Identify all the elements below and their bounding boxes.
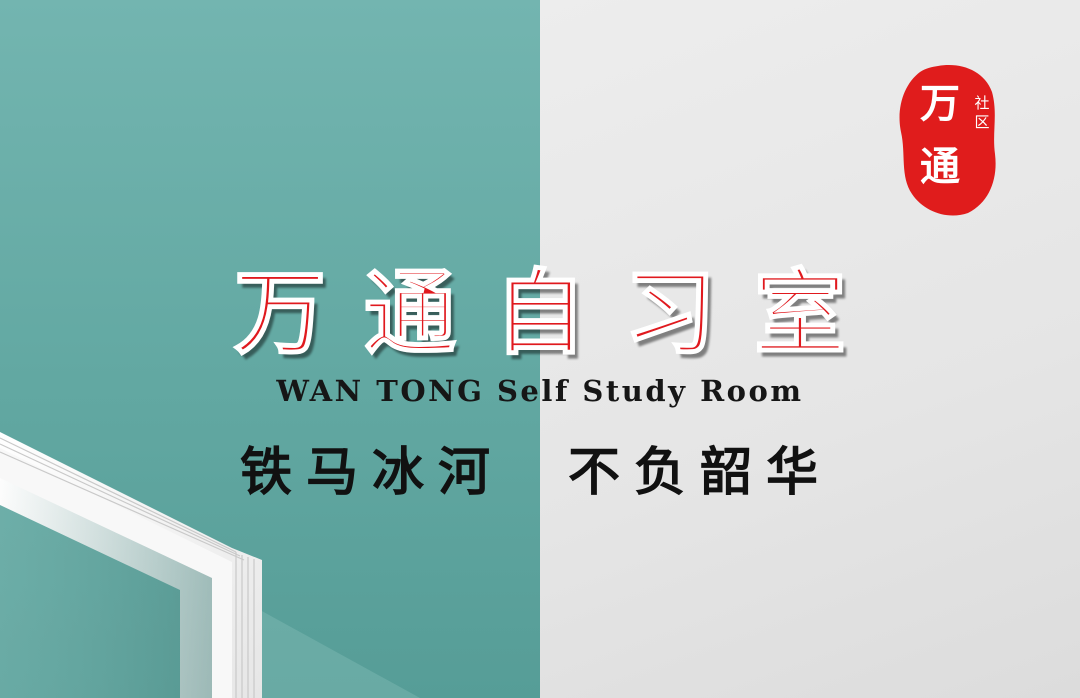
seal-small-text: 社区	[974, 94, 990, 131]
seal-char-2: 通	[920, 143, 960, 190]
slogan-part-1: 铁马冰河	[240, 442, 505, 503]
english-subtitle: WAN TONG Self Study Room	[276, 374, 804, 408]
community-seal: 万 通 社区	[898, 62, 998, 217]
slogan-part-2: 不负韶华	[568, 442, 833, 503]
main-title: 万通自习室	[233, 258, 884, 368]
seal-char-1: 万	[920, 80, 960, 127]
seal-shape	[899, 65, 996, 216]
